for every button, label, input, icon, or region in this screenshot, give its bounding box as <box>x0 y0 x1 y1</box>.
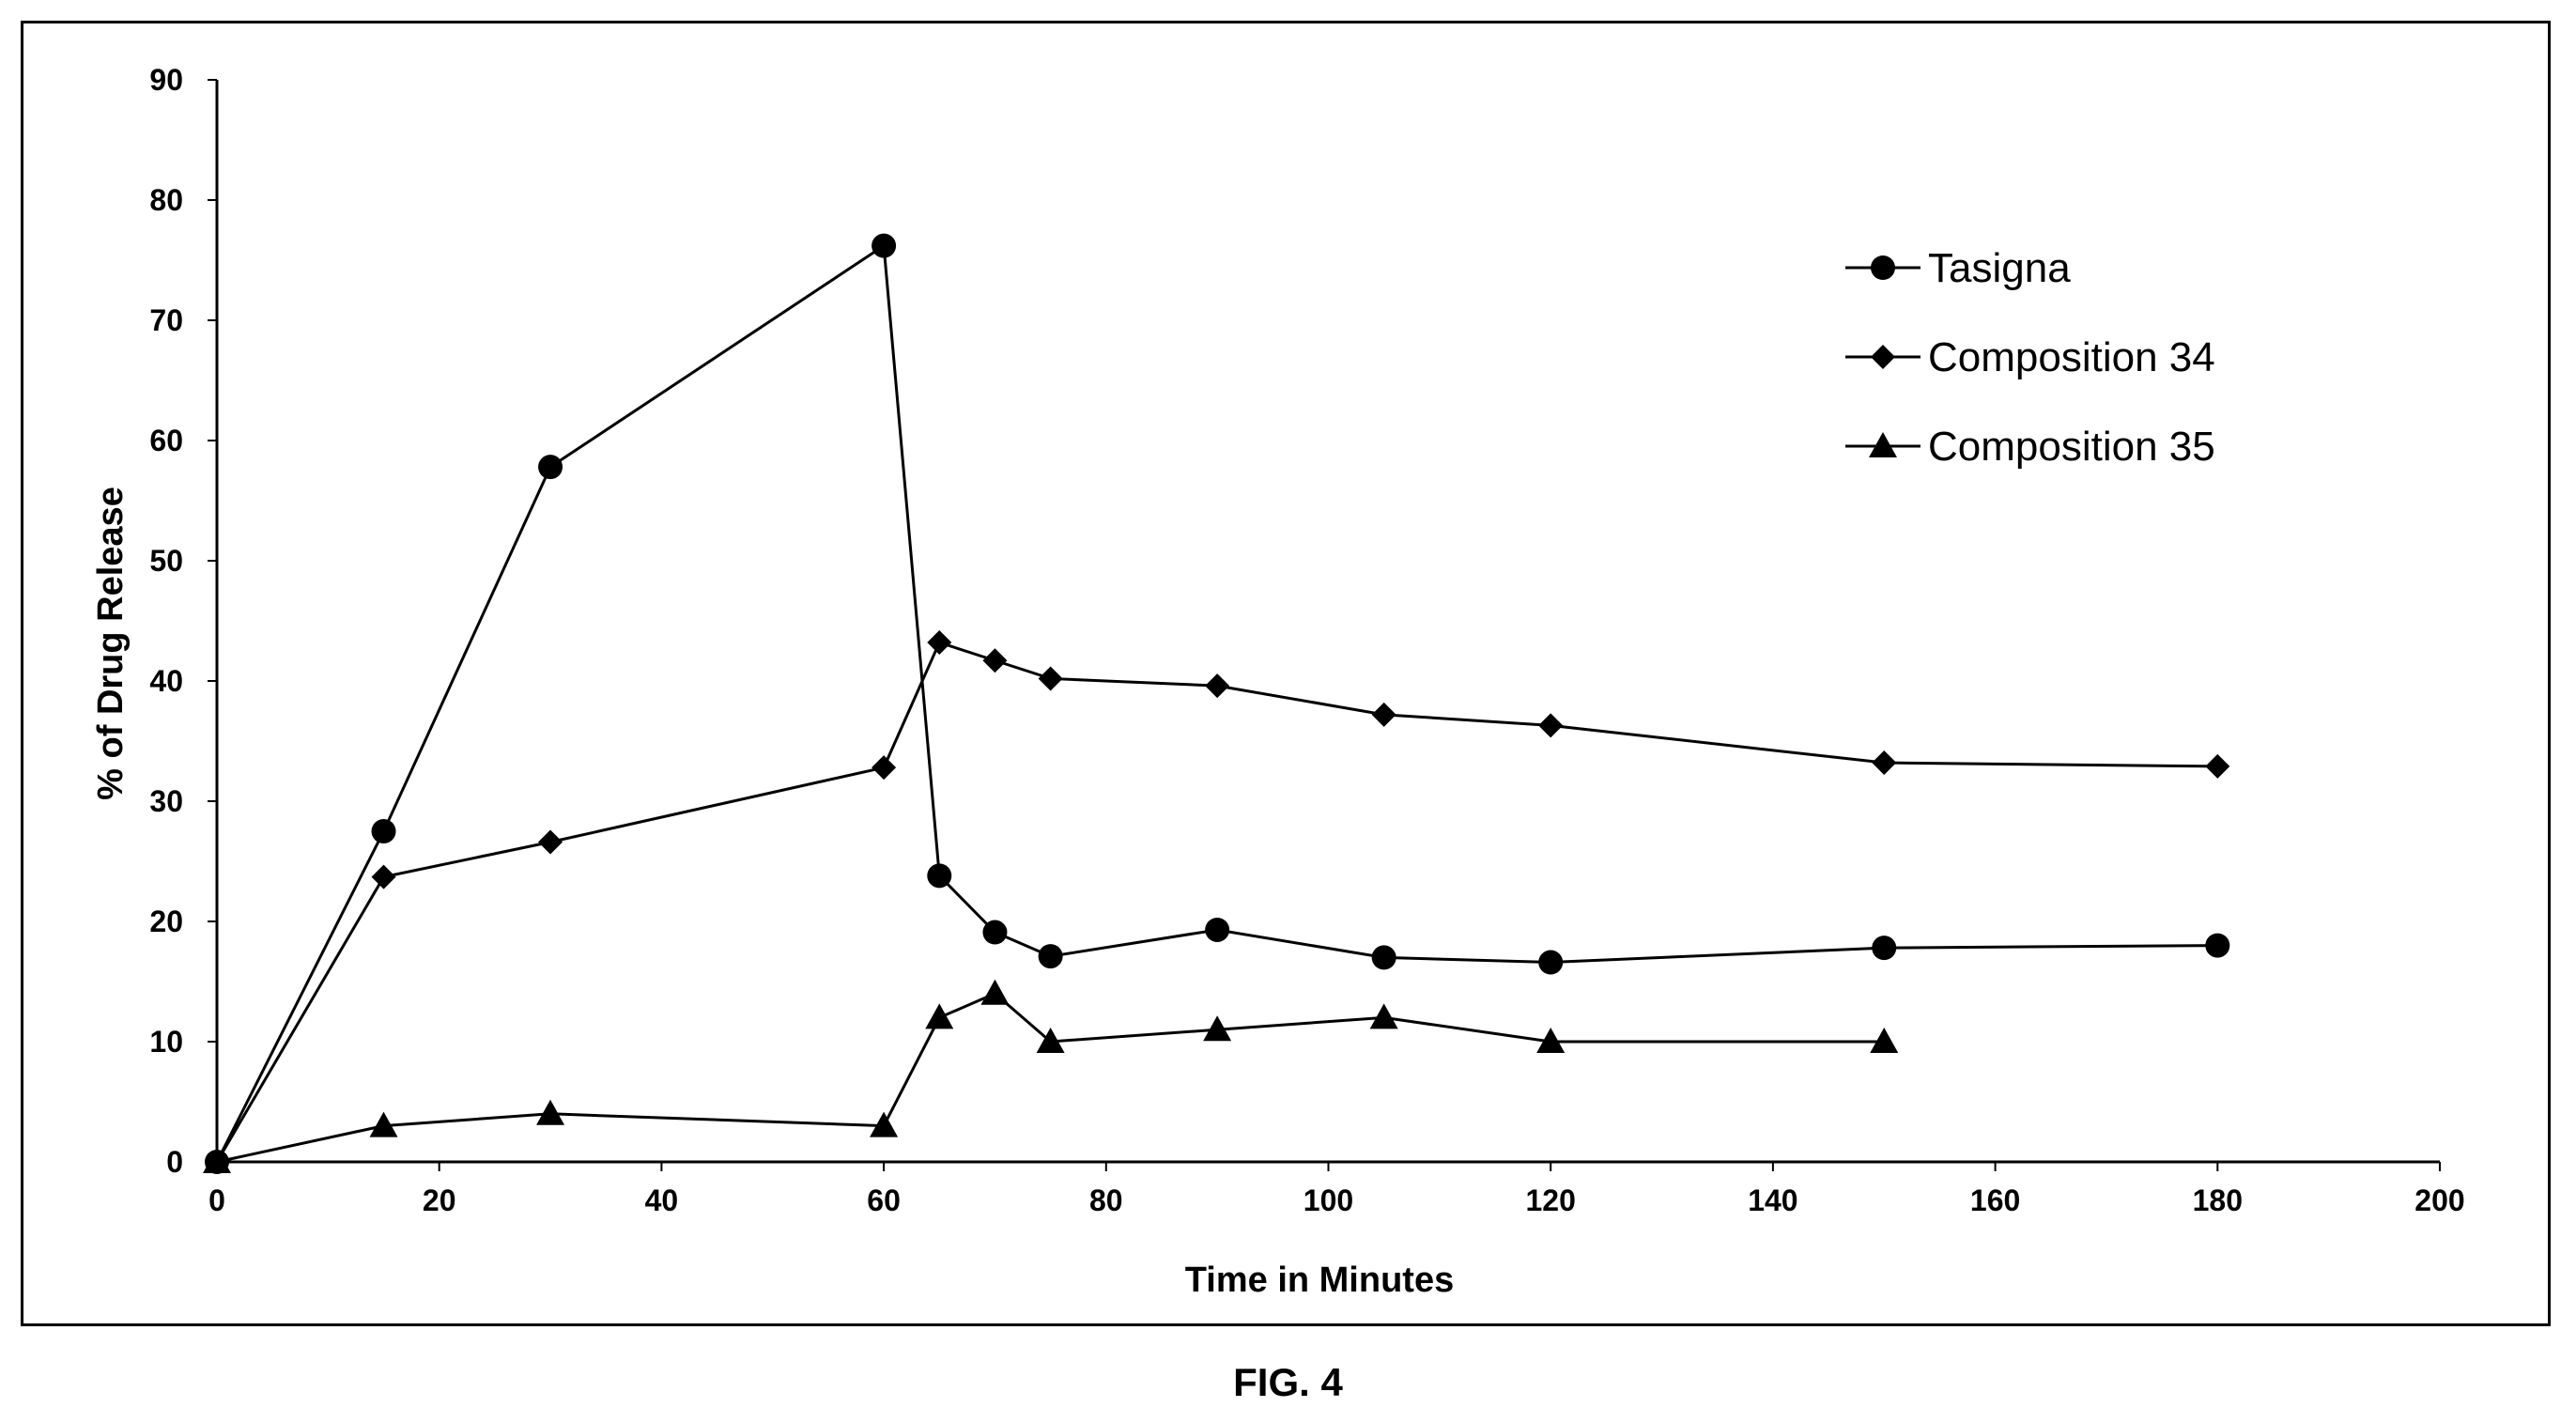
data-point-circle <box>872 233 897 258</box>
data-point-triangle <box>1203 1015 1232 1042</box>
legend-label: Composition 34 <box>1928 334 2215 380</box>
data-point-triangle <box>536 1099 565 1125</box>
data-point-circle <box>927 863 952 889</box>
data-point-diamond <box>1371 702 1396 727</box>
data-point-circle <box>1538 950 1564 975</box>
ticks: 0 20 40 60 80 100 120 140 160 180 200 0 10 20 30 40 50 60… <box>149 63 2464 1217</box>
data-point-triangle <box>980 979 1010 1005</box>
y-tick-label: 90 <box>149 63 183 97</box>
data-point-circle <box>1872 936 1897 961</box>
data-point-diamond <box>1872 750 1897 776</box>
x-tick-label: 120 <box>1526 1183 1576 1217</box>
data-point-triangle <box>1536 1028 1566 1053</box>
x-tick-label: 80 <box>1089 1183 1123 1217</box>
y-tick-label: 10 <box>149 1025 183 1059</box>
legend: Tasigna Composition 34 Composition 35 <box>1845 245 2215 470</box>
data-point-triangle <box>1036 1028 1065 1053</box>
data-point-triangle <box>925 1003 954 1029</box>
chart-frame <box>21 21 2551 1326</box>
series-markers <box>203 233 2230 1174</box>
x-tick-label: 100 <box>1303 1183 1353 1217</box>
legend-label: Composition 35 <box>1928 424 2215 470</box>
data-point-diamond <box>2205 753 2230 779</box>
series-line-1 <box>215 242 2218 1163</box>
data-point-diamond <box>982 648 1008 673</box>
data-point-circle <box>1038 944 1063 969</box>
data-point-circle <box>1371 945 1396 970</box>
data-point-diamond <box>872 755 897 781</box>
y-tick-label: 0 <box>166 1145 183 1179</box>
x-tick-label: 160 <box>1970 1183 2020 1217</box>
data-point-diamond <box>1538 713 1564 738</box>
figure-caption: FIG. 4 <box>1233 1360 1343 1404</box>
data-point-circle <box>2205 933 2230 958</box>
x-tick-label: 180 <box>2193 1183 2243 1217</box>
data-point-triangle <box>203 1148 231 1173</box>
data-point-diamond <box>1038 666 1063 691</box>
x-tick-label: 40 <box>645 1183 679 1217</box>
data-point-circle <box>538 455 563 480</box>
data-point-triangle <box>1870 1028 1899 1053</box>
series-line-2 <box>215 641 2218 1163</box>
data-point-circle <box>371 819 396 843</box>
data-point-diamond <box>371 864 396 889</box>
legend-marker-diamond <box>1871 345 1895 369</box>
series-line-3 <box>216 992 1885 1164</box>
data-point-triangle <box>369 1111 398 1137</box>
data-point-diamond <box>538 829 563 855</box>
y-tick-label: 20 <box>149 905 183 938</box>
data-point-triangle <box>1369 1003 1398 1029</box>
data-point-diamond <box>1205 673 1230 699</box>
data-point-circle <box>982 920 1008 945</box>
x-tick-label: 200 <box>2414 1183 2464 1217</box>
axes <box>215 80 2440 1164</box>
x-axis-title: Time in Minutes <box>1185 1261 1454 1300</box>
legend-marker-circle <box>1871 255 1895 280</box>
x-tick-label: 140 <box>1748 1183 1797 1217</box>
x-tick-label: 60 <box>867 1183 901 1217</box>
y-tick-label: 40 <box>149 664 183 698</box>
y-tick-label: 80 <box>149 183 183 217</box>
legend-label: Tasigna <box>1928 245 2071 291</box>
data-point-diamond <box>927 630 952 656</box>
x-tick-label: 0 <box>208 1183 225 1217</box>
y-axis-title: % of Drug Release <box>91 487 131 800</box>
legend-marker-triangle <box>1869 432 1897 457</box>
data-point-triangle <box>870 1111 899 1137</box>
data-point-circle <box>1205 917 1230 942</box>
y-tick-label: 50 <box>149 544 183 578</box>
y-tick-label: 30 <box>149 784 183 818</box>
x-tick-label: 20 <box>423 1183 456 1217</box>
y-tick-label: 70 <box>149 303 183 337</box>
y-tick-label: 60 <box>149 424 183 457</box>
